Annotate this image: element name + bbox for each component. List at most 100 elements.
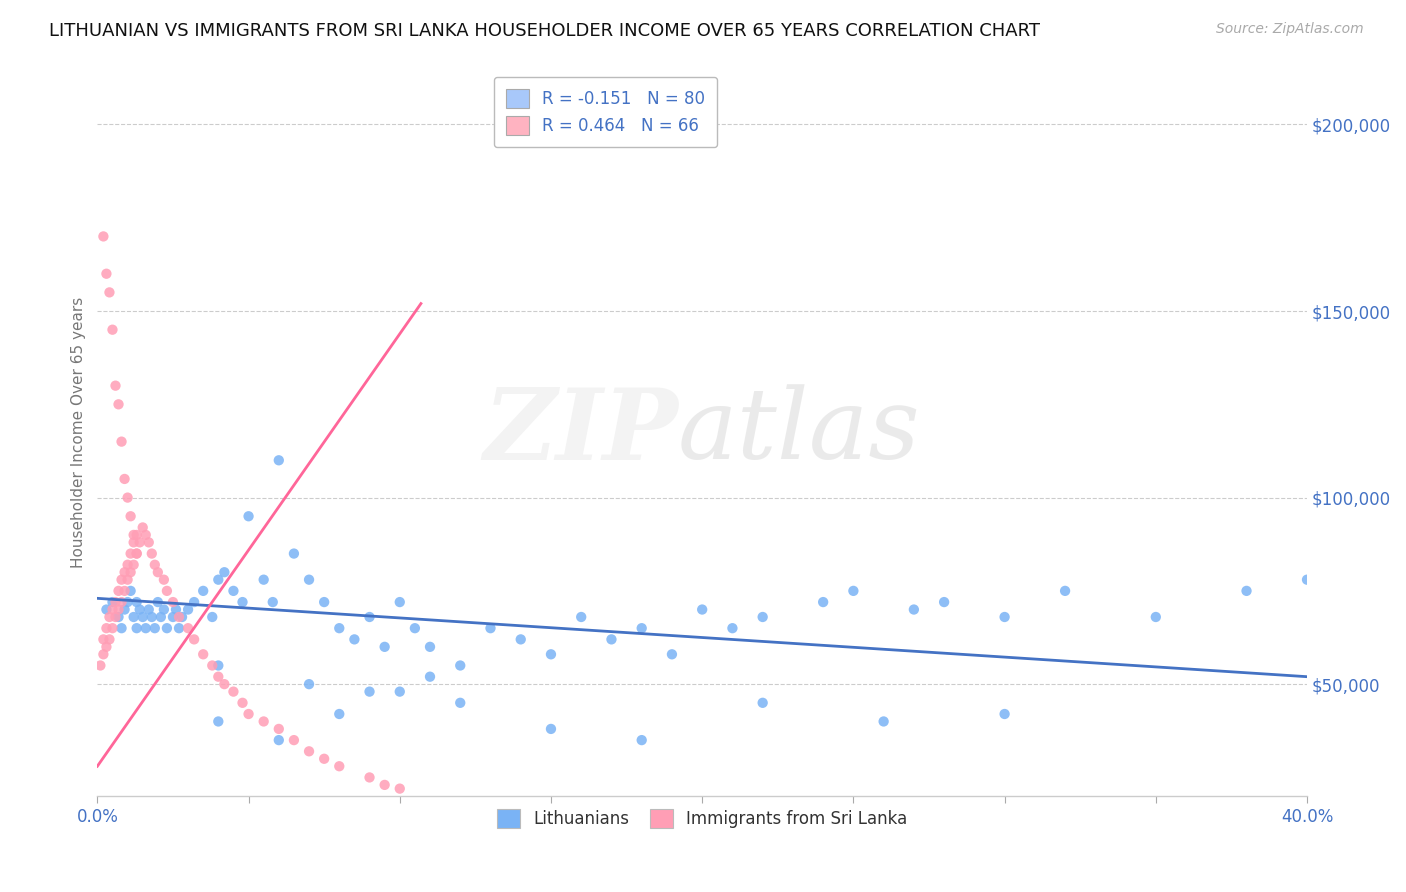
Point	[214, 566, 236, 580]
Point	[201, 658, 224, 673]
Text: ZIP: ZIP	[484, 384, 678, 481]
Point	[107, 397, 129, 411]
Point	[117, 573, 139, 587]
Point	[165, 602, 187, 616]
Point	[141, 610, 163, 624]
Point	[177, 621, 200, 635]
Point	[117, 595, 139, 609]
Point	[253, 573, 276, 587]
Point	[207, 658, 229, 673]
Point	[661, 648, 683, 662]
Point	[1236, 583, 1258, 598]
Point	[388, 684, 411, 698]
Point	[162, 595, 184, 609]
Point	[343, 632, 366, 647]
Point	[751, 696, 773, 710]
Point	[122, 610, 145, 624]
Point	[122, 535, 145, 549]
Point	[101, 602, 124, 616]
Point	[98, 610, 121, 624]
Point	[994, 610, 1017, 624]
Point	[231, 595, 253, 609]
Point	[193, 583, 215, 598]
Text: atlas: atlas	[678, 384, 921, 480]
Point	[449, 696, 471, 710]
Point	[104, 610, 127, 624]
Point	[193, 648, 215, 662]
Point	[238, 509, 260, 524]
Point	[283, 733, 305, 747]
Point	[120, 547, 142, 561]
Point	[201, 610, 224, 624]
Point	[253, 714, 276, 729]
Text: LITHUANIAN VS IMMIGRANTS FROM SRI LANKA HOUSEHOLDER INCOME OVER 65 YEARS CORRELA: LITHUANIAN VS IMMIGRANTS FROM SRI LANKA …	[49, 22, 1040, 40]
Point	[114, 566, 136, 580]
Point	[404, 621, 426, 635]
Point	[170, 610, 193, 624]
Point	[167, 610, 190, 624]
Point	[110, 434, 132, 449]
Point	[156, 583, 179, 598]
Point	[122, 528, 145, 542]
Point	[143, 621, 166, 635]
Point	[138, 602, 160, 616]
Point	[93, 648, 115, 662]
Point	[207, 573, 229, 587]
Point	[479, 621, 502, 635]
Point	[125, 528, 148, 542]
Point	[120, 566, 142, 580]
Point	[135, 528, 157, 542]
Point	[114, 583, 136, 598]
Point	[132, 610, 155, 624]
Point	[98, 285, 121, 300]
Text: Source: ZipAtlas.com: Source: ZipAtlas.com	[1216, 22, 1364, 37]
Point	[110, 621, 132, 635]
Point	[101, 621, 124, 635]
Point	[630, 621, 652, 635]
Point	[222, 684, 245, 698]
Point	[690, 602, 713, 616]
Point	[101, 595, 124, 609]
Point	[388, 595, 411, 609]
Point	[509, 632, 531, 647]
Point	[117, 558, 139, 572]
Point	[96, 640, 118, 654]
Point	[600, 632, 623, 647]
Point	[104, 378, 127, 392]
Point	[328, 706, 350, 721]
Point	[98, 632, 121, 647]
Point	[262, 595, 284, 609]
Point	[153, 573, 176, 587]
Point	[122, 558, 145, 572]
Point	[222, 583, 245, 598]
Point	[167, 621, 190, 635]
Point	[267, 733, 290, 747]
Point	[630, 733, 652, 747]
Point	[207, 670, 229, 684]
Point	[932, 595, 955, 609]
Point	[374, 640, 396, 654]
Point	[143, 558, 166, 572]
Point	[114, 472, 136, 486]
Point	[110, 595, 132, 609]
Point	[328, 759, 350, 773]
Point	[569, 610, 592, 624]
Point	[540, 648, 562, 662]
Point	[298, 677, 321, 691]
Point	[419, 640, 441, 654]
Point	[114, 602, 136, 616]
Point	[903, 602, 925, 616]
Point	[128, 602, 150, 616]
Y-axis label: Householder Income Over 65 years: Householder Income Over 65 years	[72, 297, 86, 568]
Point	[449, 658, 471, 673]
Point	[359, 771, 381, 785]
Point	[751, 610, 773, 624]
Point	[374, 778, 396, 792]
Point	[128, 535, 150, 549]
Point	[314, 752, 336, 766]
Point	[267, 722, 290, 736]
Point	[183, 632, 205, 647]
Point	[120, 509, 142, 524]
Point	[117, 491, 139, 505]
Point	[162, 610, 184, 624]
